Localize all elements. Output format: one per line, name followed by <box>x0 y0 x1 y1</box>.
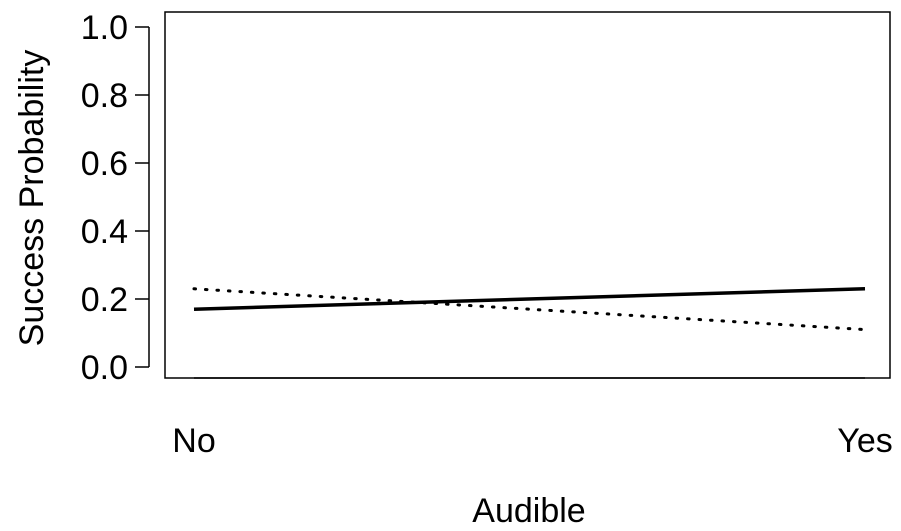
x-ticks: No Yes <box>172 377 893 460</box>
y-tick-label: 0.8 <box>81 77 128 115</box>
x-axis-label: Audible <box>472 492 585 530</box>
y-axis-label: Success Probability <box>13 50 51 347</box>
y-tick-label: 0.0 <box>81 349 128 387</box>
y-tick-label: 0.2 <box>81 281 128 319</box>
series-line-dotted <box>192 287 867 332</box>
y-tick-label: 0.6 <box>81 145 128 183</box>
y-ticks: 0.0 0.2 0.4 0.6 0.8 1.0 <box>81 9 149 387</box>
x-tick-label: Yes <box>837 422 892 460</box>
x-tick-label: No <box>172 422 215 460</box>
y-tick-label: 1.0 <box>81 9 128 47</box>
y-axis: 0.0 0.2 0.4 0.6 0.8 1.0 Success Probability <box>13 9 150 387</box>
series-layer <box>192 287 867 332</box>
x-axis: No Yes Audible <box>172 377 893 530</box>
y-tick-label: 0.4 <box>81 213 128 251</box>
series-line-solid <box>193 287 866 311</box>
